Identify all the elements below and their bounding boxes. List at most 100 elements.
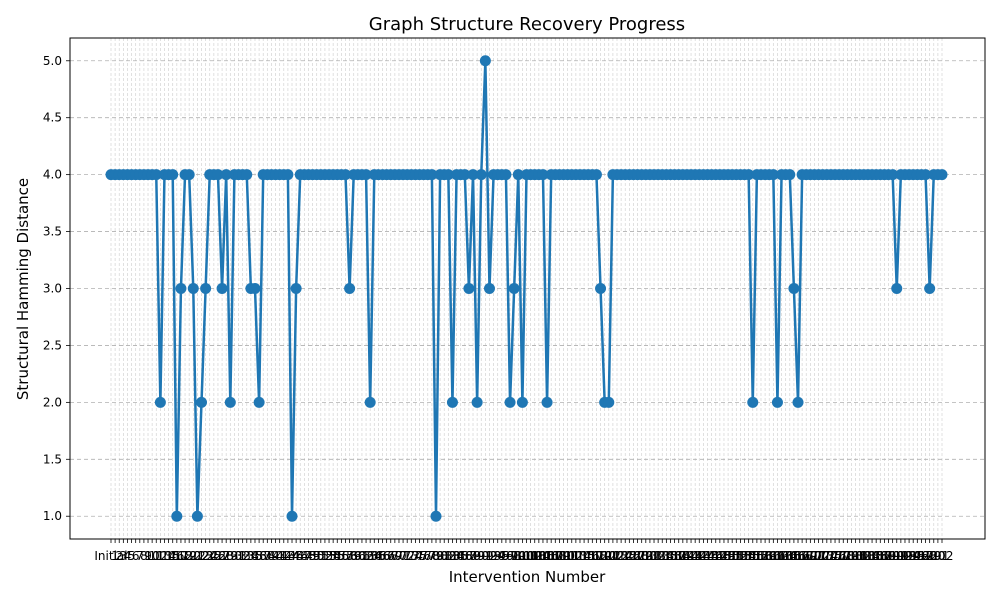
x-tick-label: 175 [819, 549, 842, 563]
x-tick-label: 150 [717, 549, 740, 563]
x-tick-label: 126 [618, 549, 641, 563]
x-tick-label: 3 [120, 549, 128, 563]
x-tick-label: 137 [663, 549, 686, 563]
data-point [500, 169, 512, 181]
x-tick-label: 181 [844, 549, 867, 563]
x-tick-label: 179 [836, 549, 859, 563]
x-tick-label: 19 [182, 549, 197, 563]
x-tick-label: 193 [894, 549, 917, 563]
x-tick-label: 71 [395, 549, 410, 563]
data-point [603, 396, 615, 408]
x-tick-label: 130 [634, 549, 657, 563]
data-point [241, 169, 253, 181]
data-point [286, 510, 298, 522]
tick-layer: Initial123456789101112131415161718192021… [43, 54, 954, 563]
x-tick-label: 35 [247, 549, 262, 563]
x-tick-label: 87 [461, 549, 476, 563]
x-tick-label: 20 [186, 549, 201, 563]
x-tick-label: 174 [815, 549, 838, 563]
x-tick-label: 142 [684, 549, 707, 563]
x-tick-label: 124 [610, 549, 633, 563]
x-tick-label: 102 [519, 549, 542, 563]
data-point [200, 283, 212, 294]
x-tick-label: 12 [153, 549, 168, 563]
x-tick-label: 110 [552, 549, 575, 563]
x-tick-label: 9 [144, 549, 152, 563]
data-point [936, 169, 948, 181]
x-tick-label: 132 [643, 549, 666, 563]
x-tick-label: 25 [206, 549, 221, 563]
x-tick-label: 170 [799, 549, 822, 563]
x-tick-label: 13 [157, 549, 172, 563]
x-tick-label: 153 [729, 549, 752, 563]
data-point [747, 396, 759, 408]
x-tick-label: 81 [437, 549, 452, 563]
x-tick-label: 100 [511, 549, 534, 563]
x-tick-label: 14 [161, 549, 176, 563]
x-tick-label: 45 [288, 549, 303, 563]
data-point [220, 169, 232, 181]
x-tick-label: 108 [544, 549, 567, 563]
data-point [541, 396, 553, 408]
data-point [784, 169, 796, 181]
x-tick-label: 139 [671, 549, 694, 563]
data-point [167, 169, 179, 181]
x-tick-label: 69 [387, 549, 402, 563]
data-point [191, 510, 203, 522]
x-tick-label: 136 [659, 549, 682, 563]
x-axis-label: Intervention Number [449, 568, 606, 586]
x-tick-label: 192 [889, 549, 912, 563]
x-tick-label: 196 [906, 549, 929, 563]
y-tick-label: 3.5 [43, 225, 62, 239]
data-point [537, 169, 549, 181]
data-point [788, 283, 800, 294]
x-tick-label: 189 [877, 549, 900, 563]
x-tick-label: 120 [593, 549, 616, 563]
data-point [479, 55, 491, 67]
data-point [196, 396, 208, 408]
x-tick-label: 84 [449, 549, 464, 563]
x-tick-label: 44 [284, 549, 299, 563]
x-tick-label: 176 [824, 549, 847, 563]
x-tick-label: 112 [560, 549, 583, 563]
x-tick-label: 43 [280, 549, 295, 563]
x-tick-label: 107 [540, 549, 563, 563]
x-tick-label: 159 [754, 549, 777, 563]
x-tick-label: 64 [367, 549, 382, 563]
data-point [344, 283, 356, 294]
x-tick-label: 36 [251, 549, 266, 563]
x-tick-label: 177 [828, 549, 851, 563]
data-point [590, 169, 602, 181]
x-tick-label: 131 [638, 549, 661, 563]
x-tick-label: 22 [194, 549, 209, 563]
data-point [171, 510, 183, 522]
data-point [249, 283, 261, 294]
data-point [471, 396, 483, 408]
data-point [887, 169, 899, 181]
x-tick-label: 198 [914, 549, 937, 563]
x-tick-label: 80 [432, 549, 447, 563]
data-point [516, 396, 528, 408]
x-tick-label: 164 [774, 549, 797, 563]
data-point [430, 510, 442, 522]
x-tick-label: 29 [223, 549, 238, 563]
x-tick-label: 26 [210, 549, 225, 563]
y-tick-label: 2.5 [43, 338, 62, 352]
data-point [290, 283, 302, 294]
x-tick-label: 47 [297, 549, 312, 563]
data-point [743, 169, 755, 181]
x-tick-label: 62 [358, 549, 373, 563]
x-tick-label: 63 [363, 549, 378, 563]
x-tick-label: 171 [803, 549, 826, 563]
x-tick-label: 82 [441, 549, 456, 563]
x-tick-label: 145 [696, 549, 719, 563]
x-tick-label: 27 [214, 549, 229, 563]
x-tick-label: 135 [655, 549, 678, 563]
x-tick-label: 76 [416, 549, 431, 563]
x-tick-label: 60 [350, 549, 365, 563]
x-tick-label: 98 [507, 549, 522, 563]
x-tick-label: 172 [807, 549, 830, 563]
x-tick-label: 157 [745, 549, 768, 563]
x-tick-label: 109 [548, 549, 571, 563]
